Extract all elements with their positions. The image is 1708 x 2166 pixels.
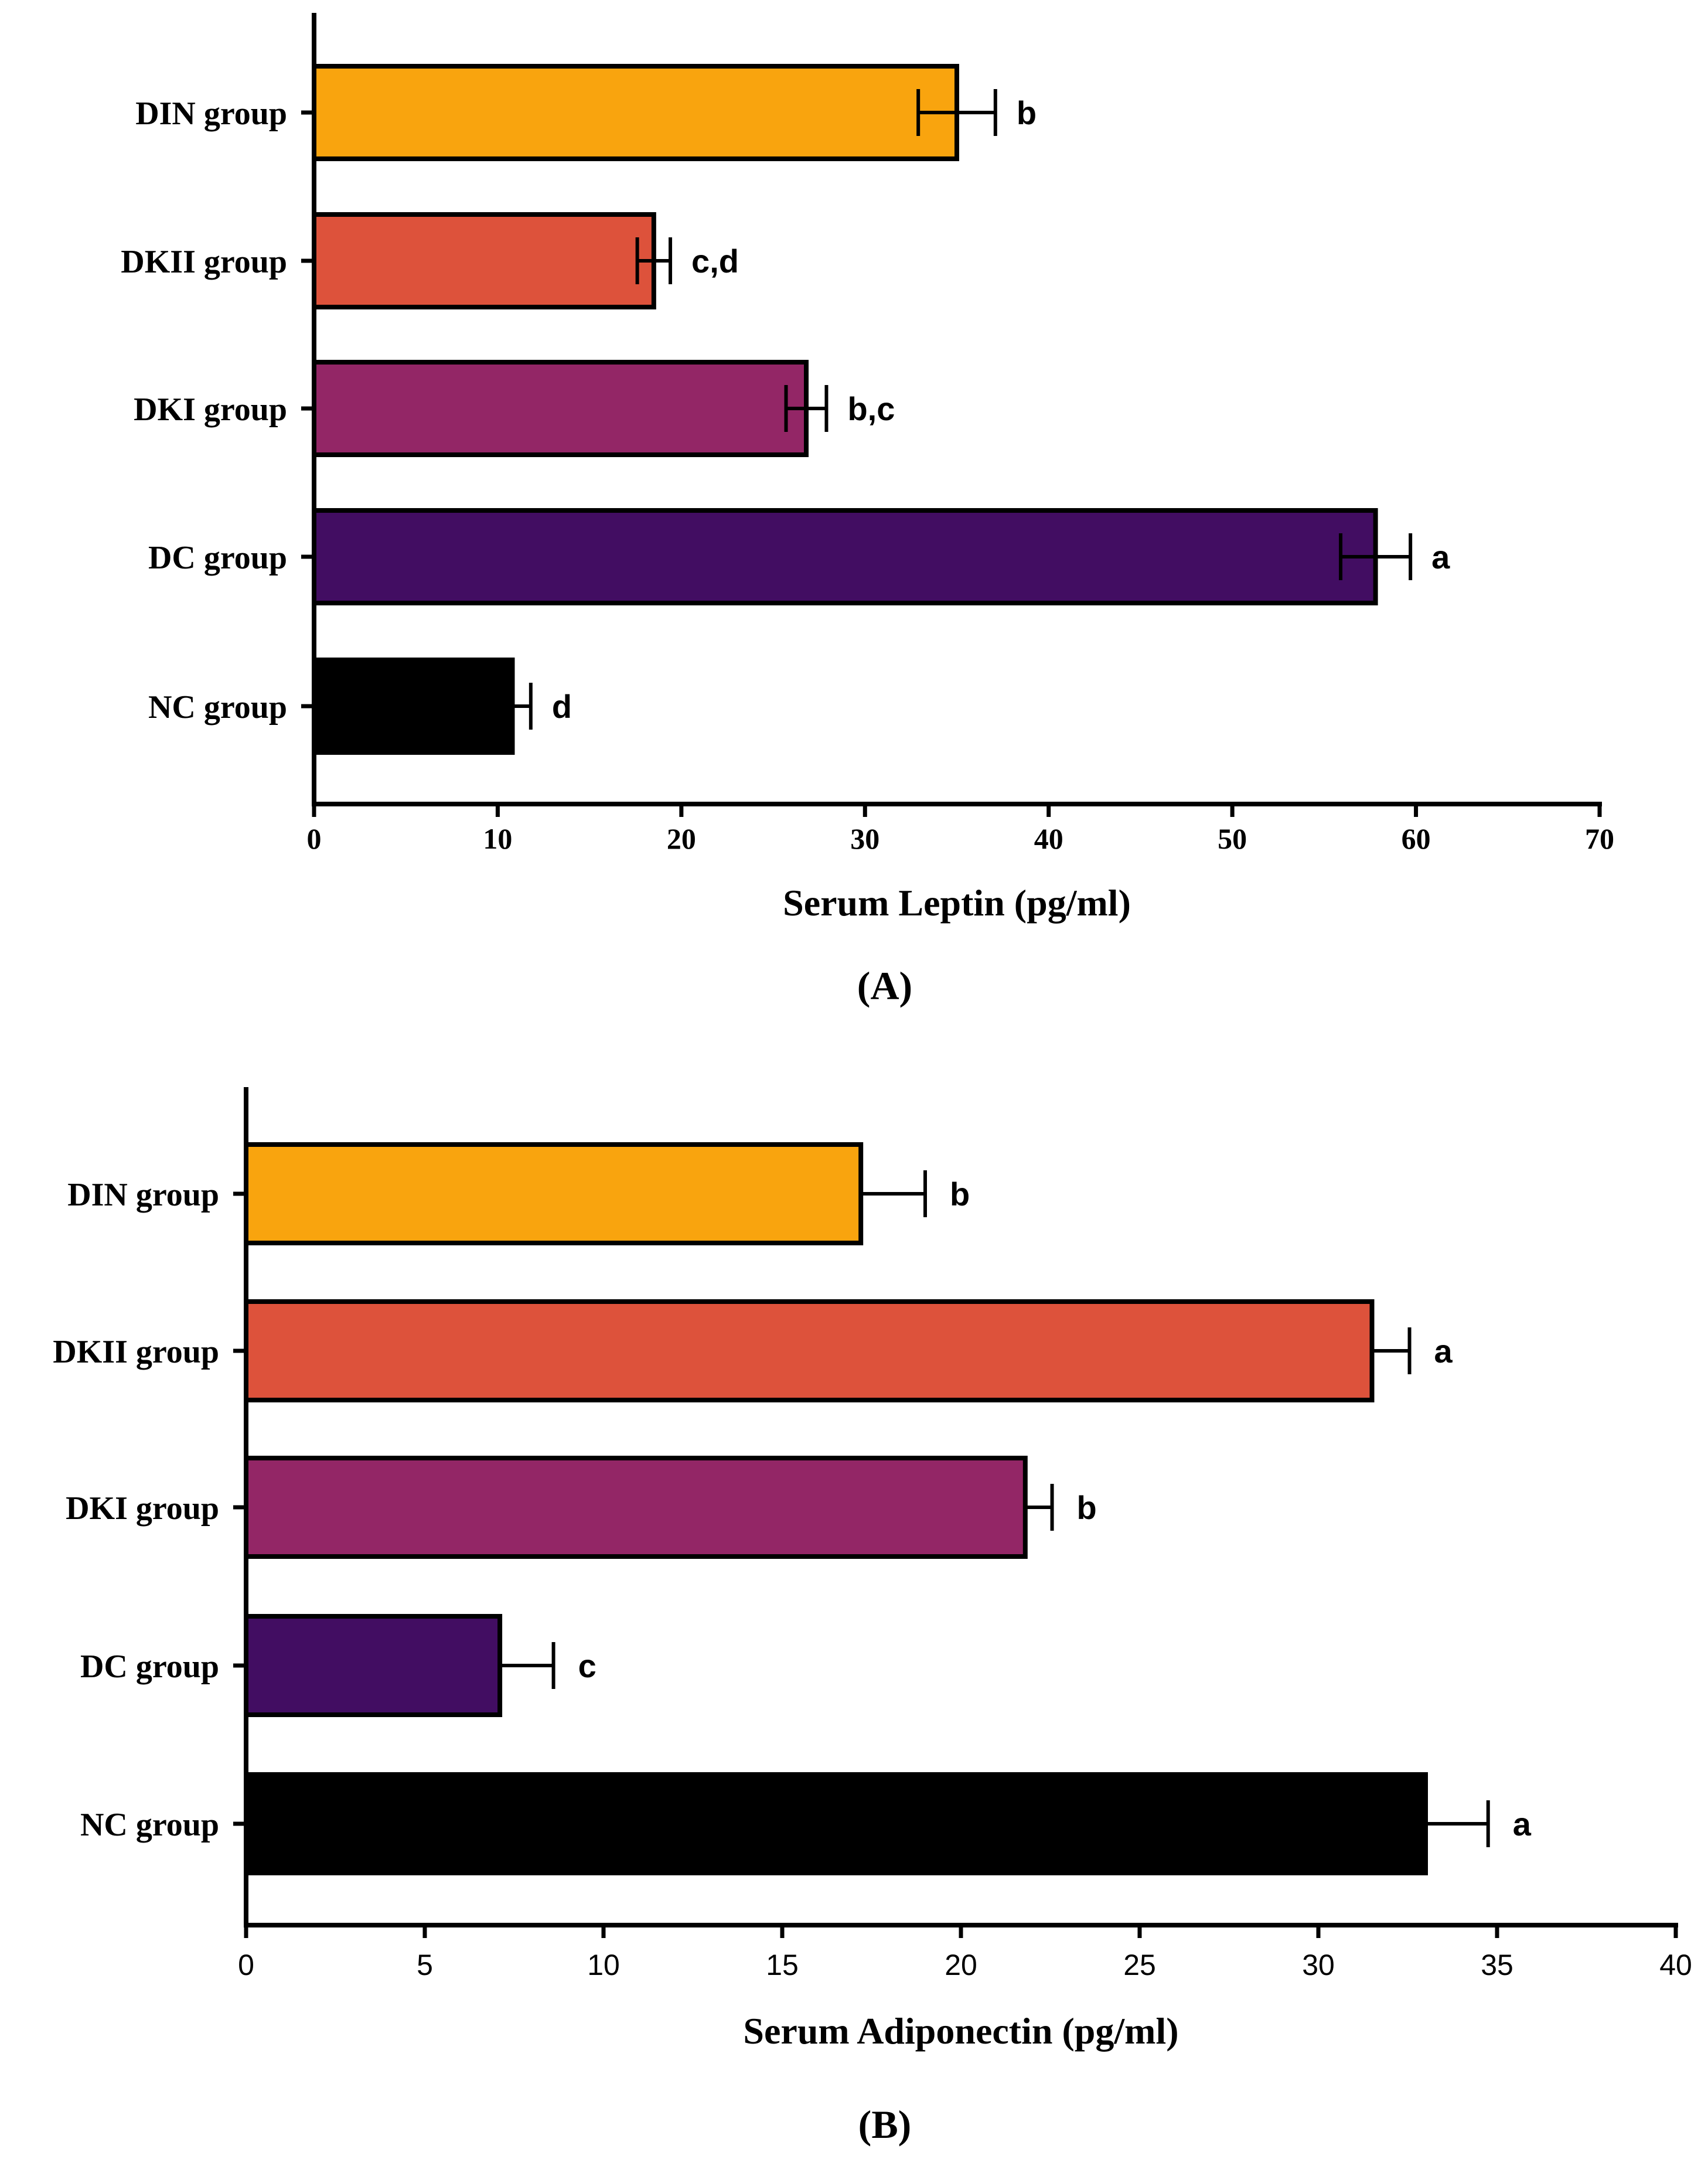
bar: [312, 360, 809, 457]
bar: [312, 508, 1378, 605]
panel-label: (A): [857, 963, 912, 1008]
x-tick-label: 30: [850, 822, 879, 855]
category-label: DKI group: [134, 391, 287, 428]
category-label: DIN group: [135, 96, 287, 132]
bar: [244, 1142, 864, 1245]
category-label: NC group: [80, 1807, 219, 1843]
x-tick-label: 15: [766, 1949, 799, 1981]
significance-label: b: [1077, 1489, 1097, 1526]
category-label: DC group: [148, 540, 287, 576]
x-axis-label: Serum Leptin (pg/ml): [783, 882, 1131, 924]
x-tick-label: 50: [1218, 822, 1247, 855]
bar: [244, 1614, 503, 1717]
significance-label: b: [950, 1176, 970, 1213]
x-tick-label: 0: [238, 1949, 254, 1981]
x-tick-label: 10: [587, 1949, 620, 1981]
bar: [244, 1299, 1375, 1402]
category-label: DKII group: [53, 1334, 219, 1370]
significance-label: a: [1513, 1806, 1532, 1843]
x-tick-label: 60: [1402, 822, 1431, 855]
x-tick-label: 10: [483, 822, 512, 855]
bar: [244, 1772, 1428, 1875]
significance-label: a: [1434, 1333, 1453, 1370]
category-label: DIN group: [67, 1177, 219, 1213]
bar: [244, 1456, 1028, 1559]
x-tick-label: 0: [307, 822, 322, 855]
bar: [312, 658, 515, 755]
x-tick-label: 20: [945, 1949, 977, 1981]
x-tick-label: 25: [1123, 1949, 1156, 1981]
x-tick-label: 40: [1659, 1949, 1692, 1981]
x-tick-label: 30: [1302, 1949, 1335, 1981]
significance-label: a: [1431, 539, 1450, 575]
category-label: DC group: [80, 1649, 219, 1685]
x-tick-label: 70: [1585, 822, 1614, 855]
x-tick-label: 35: [1481, 1949, 1513, 1981]
category-label: DKII group: [121, 244, 287, 280]
category-label: DKI group: [66, 1490, 219, 1527]
x-tick-label: 40: [1034, 822, 1063, 855]
bar: [312, 212, 656, 309]
significance-label: d: [552, 688, 572, 725]
significance-label: c: [578, 1647, 596, 1684]
bar: [312, 64, 959, 161]
chart-panel-b: b DIN group a DKII group b DKI group c DC group…: [53, 1087, 1692, 2147]
significance-label: c,d: [691, 243, 739, 280]
category-label: NC group: [148, 689, 287, 726]
x-tick-label: 20: [667, 822, 696, 855]
x-axis-label: Serum Adiponectin (pg/ml): [743, 2010, 1178, 2052]
chart-panel-a: b DIN group c,d DKII group b,c DKI group a DC g…: [121, 13, 1614, 1008]
x-tick-label: 5: [417, 1949, 433, 1981]
panel-label: (B): [858, 2102, 912, 2147]
significance-label: b,c: [847, 390, 895, 427]
significance-label: b: [1017, 94, 1037, 131]
